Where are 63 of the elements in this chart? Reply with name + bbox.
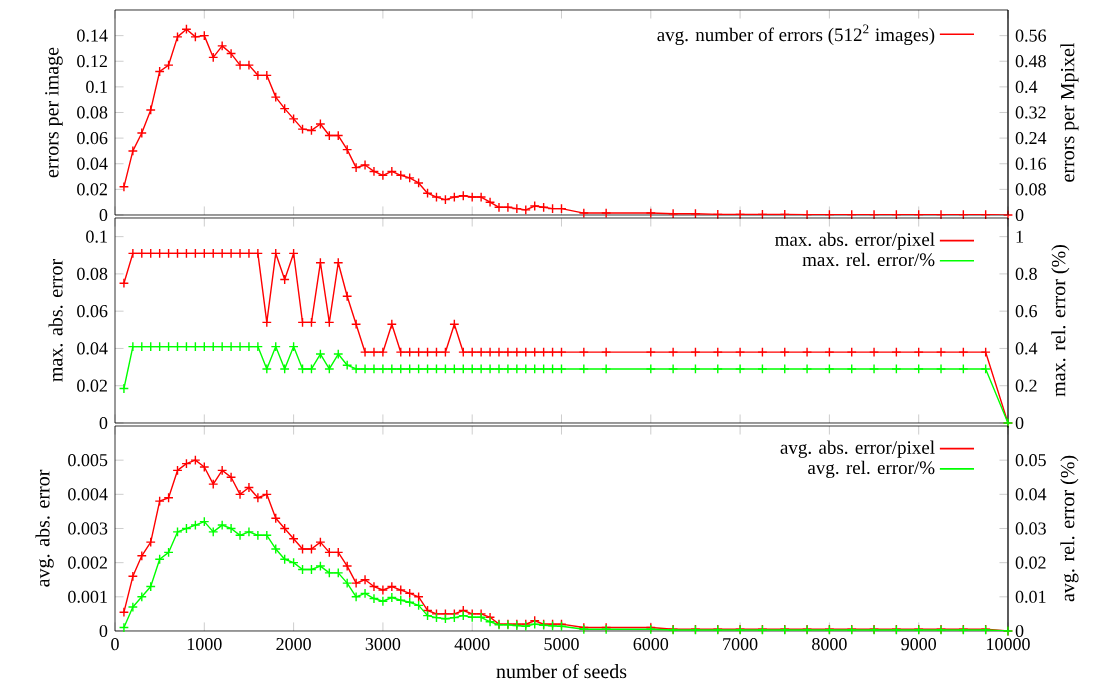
y-tick-label: 0.003 (68, 522, 108, 535)
y2-tick-label: 0.01 (1015, 590, 1046, 603)
y-tick-label: 0.04 (77, 157, 108, 170)
y-tick-label: 0.001 (68, 590, 107, 603)
legend-label: max. rel. error/% (802, 252, 935, 267)
y2-tick-label: 0.24 (1015, 131, 1047, 145)
y2-tick-label: 0.6 (1015, 305, 1038, 318)
y2-tick-label: 0.4 (1015, 80, 1038, 93)
legend-label: avg. abs. error/pixel (780, 440, 935, 458)
x-tick-label: 7000 (723, 638, 758, 651)
y2-tick-label: 0.02 (1015, 556, 1046, 569)
y-tick-label: 0.1 (86, 80, 107, 93)
y-tick-label: 0.14 (77, 29, 108, 42)
y-tick-label: 0.005 (68, 454, 108, 467)
y2-tick-label: 0.08 (1015, 183, 1046, 196)
y2-tick-label: 0.48 (1015, 55, 1046, 68)
y-axis-title: max. abs. error (48, 259, 63, 382)
y2-axis-title: max. rel. error (%) (1051, 245, 1070, 397)
y2-tick-label: 0.4 (1015, 342, 1038, 355)
y-tick-label: 0 (99, 624, 108, 638)
y2-tick-label: 0.04 (1015, 488, 1047, 501)
legend-label: avg. number of errors (512$^{2}$ images) (657, 24, 935, 46)
y-tick-label: 0.06 (77, 131, 108, 145)
x-tick-label: 8000 (812, 638, 847, 651)
x-tick-label: 0 (111, 638, 119, 651)
y2-tick-label: 0.16 (1015, 157, 1047, 170)
x-tick-label: 2000 (276, 638, 311, 651)
y-tick-label: 0.002 (68, 556, 107, 569)
y2-tick-label: 1 (1016, 230, 1023, 243)
y-tick-label: 0.02 (77, 379, 107, 392)
y-tick-label: 0.04 (77, 342, 108, 355)
y-tick-label: 0 (99, 416, 108, 430)
y2-tick-label: 0.8 (1015, 267, 1037, 281)
y-tick-label: 0.08 (77, 267, 108, 281)
legend-label: max. abs. error/pixel (775, 232, 935, 250)
y2-axis-title: avg. rel. error (%) (1060, 455, 1079, 602)
x-tick-label: 10000 (987, 638, 1030, 651)
y2-tick-label: 0.2 (1015, 379, 1037, 392)
y2-tick-label: 0 (1015, 416, 1024, 430)
y-axis-title: errors per image (45, 47, 63, 178)
y-axis-title: avg. abs. error (35, 469, 54, 587)
x-axis-title: number of seeds (496, 663, 627, 679)
x-tick-label: 5000 (544, 638, 579, 651)
y-tick-label: 0.02 (77, 183, 107, 196)
y2-axis-title: errors per Mpixel (1060, 42, 1079, 182)
y-tick-label: 0.1 (86, 230, 107, 243)
y2-tick-label: 0 (1015, 624, 1024, 638)
y2-tick-label: 0.32 (1015, 106, 1046, 119)
x-tick-label: 3000 (365, 638, 401, 651)
y-tick-label: 0 (99, 208, 108, 222)
y2-tick-label: 0 (1015, 208, 1024, 222)
y-tick-label: 0.004 (68, 488, 108, 501)
x-tick-label: 1000 (187, 638, 222, 651)
legend-label: avg. rel. error/% (808, 460, 935, 479)
x-tick-label: 6000 (633, 638, 669, 651)
y2-tick-label: 0.03 (1015, 522, 1046, 535)
y2-tick-label: 0.56 (1015, 29, 1047, 42)
y2-tick-label: 0.05 (1015, 454, 1046, 467)
y-tick-label: 0.06 (77, 305, 108, 318)
x-tick-label: 4000 (454, 638, 490, 651)
x-tick-label: 9000 (901, 638, 937, 651)
y-tick-label: 0.08 (77, 106, 108, 119)
y-tick-label: 0.12 (77, 55, 107, 68)
